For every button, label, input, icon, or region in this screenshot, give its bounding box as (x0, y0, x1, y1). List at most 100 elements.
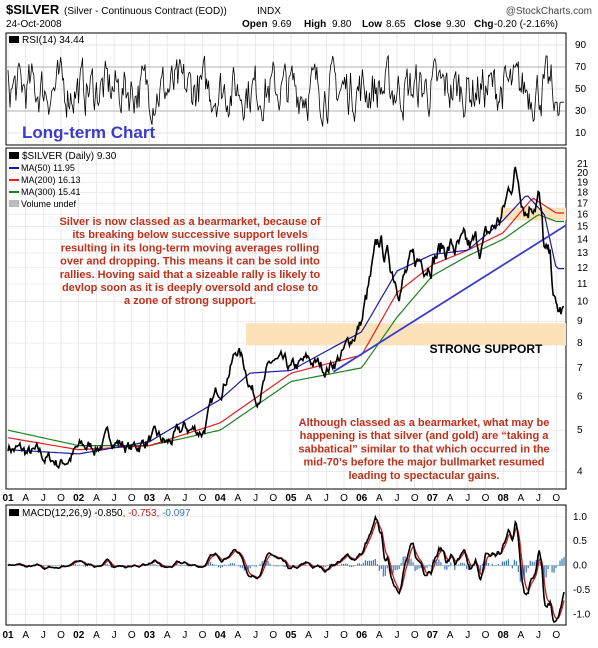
x-tick-label: 03 (144, 630, 156, 641)
watermark: @StockCharts.com (506, 6, 592, 17)
high-value: 9.80 (332, 19, 352, 30)
price-swatch (9, 152, 19, 159)
price-tick-label: 14 (577, 234, 589, 245)
macd-name: MACD(12,26,9) (22, 508, 94, 519)
chart-header: $SILVER (Silver - Continuous Contract (E… (6, 2, 592, 30)
legend-ma300: MA(300) 15.41 (21, 187, 81, 197)
x-tick-label: 06 (356, 493, 368, 504)
x-tick-label: J (41, 493, 46, 504)
x-tick-label: 03 (144, 493, 156, 504)
chart-date: 24-Oct-2008 (6, 19, 62, 30)
long-term-title: Long-term Chart (22, 123, 156, 142)
uptrend-line (332, 224, 567, 373)
rsi-label-text: RSI(14) 34.44 (22, 35, 85, 46)
price-legend: $SILVER (Daily) 9.30 MA(50) 11.95 MA(200… (9, 151, 117, 209)
macd-line (7, 514, 565, 624)
chg-value: -0.20 (-2.16%) (494, 19, 558, 30)
x-tick-label: J (112, 493, 117, 504)
x-tick-label: O (482, 493, 490, 504)
rsi-series (7, 54, 564, 127)
x-tick-label: J (465, 630, 470, 641)
x-tick-label: O (411, 493, 419, 504)
price-tick-label: 21 (577, 159, 589, 170)
bear-text-line: its breaking below successive support le… (72, 229, 307, 241)
x-tick-label: 05 (285, 493, 297, 504)
x-tick-label: O (199, 630, 207, 641)
bear-text-line: devlop soon as it is deeply oversold and… (62, 282, 318, 294)
x-tick-label: O (340, 630, 348, 641)
x-tick-label: J (395, 493, 400, 504)
open-value: 9.69 (272, 19, 292, 30)
price-tick-label: 13 (577, 248, 589, 259)
quote-line: Open 9.69 High 9.80 Low 8.65 Close 9.30 … (242, 19, 558, 30)
price-tick-label: 12 (577, 263, 589, 274)
x-tick-label: O (128, 630, 136, 641)
x-tick-label: J (536, 630, 541, 641)
rsi-line (7, 54, 564, 127)
x-tick-label: O (552, 493, 560, 504)
bear-text-line: resulting in its long-term moving averag… (61, 242, 320, 254)
x-tick-label: J (182, 630, 187, 641)
price-tick-label: 11 (577, 279, 588, 290)
sabbatical-text-line: mid-70’s before the major bullmarket res… (303, 457, 544, 469)
sabbatical-text-line: sabbatical” similar to that which occurr… (298, 443, 549, 455)
x-tick-label: A (518, 493, 525, 504)
macd-signal-value: , -0.753, (123, 508, 162, 519)
legend-ma200: MA(200) 16.13 (21, 175, 81, 185)
symbol: $SILVER (6, 2, 60, 17)
legend-volume: Volume undef (21, 199, 77, 209)
price-tick-label: 5 (577, 425, 583, 436)
x-tick-label: O (269, 493, 277, 504)
bear-text-line: over and dropping. This means it can be … (60, 256, 320, 268)
price-tick-label: 7 (577, 363, 583, 374)
x-tick-label: A (376, 493, 383, 504)
sabbatical-annotation: Although classed as a bearmarket, what m… (298, 417, 549, 482)
x-tick-label: 08 (498, 630, 510, 641)
close-label: Close (414, 19, 442, 30)
x-tick-label: O (340, 493, 348, 504)
x-tick-label: J (41, 630, 46, 641)
x-tick-label: 01 (2, 493, 14, 504)
bear-text-line: a zone of strong support. (124, 295, 256, 307)
price-tick-label: 19 (577, 178, 589, 189)
x-tick-label: 07 (427, 493, 439, 504)
x-tick-label: A (22, 630, 29, 641)
price-tick-label: 18 (577, 188, 589, 199)
strong-support-label: STRONG SUPPORT (430, 342, 543, 356)
high-label: High (304, 19, 326, 30)
x-tick-label: A (518, 630, 525, 641)
low-value: 8.65 (386, 19, 406, 30)
rsi-tick-label: 70 (575, 62, 587, 73)
x-tick-label: J (324, 493, 329, 504)
legend-ma50: MA(50) 11.95 (21, 163, 75, 173)
macd-tick-label: 0.0 (573, 561, 587, 572)
bear-text-line: rallies. Hoving said that a sizeable ral… (60, 269, 321, 281)
x-tick-label: A (235, 630, 242, 641)
chg-label: Chg (474, 19, 493, 30)
bear-text-line: Silver is now classed as a bearmarket, b… (59, 216, 320, 228)
ma-line-ma300 (7, 214, 564, 447)
x-tick-label: A (93, 630, 100, 641)
x-tick-label: J (112, 630, 117, 641)
price-series (7, 166, 567, 470)
x-tick-label: 04 (215, 493, 227, 504)
symbol-description: (Silver - Continuous Contract (EOD)) (64, 6, 227, 17)
price-tick-label: 4 (577, 467, 583, 478)
x-tick-label: A (164, 630, 171, 641)
x-tick-label: J (324, 630, 329, 641)
macd-swatch (9, 509, 19, 516)
rsi-label: RSI(14) 34.44 (9, 35, 85, 46)
price-panel (5, 147, 567, 490)
macd-tick-label: 1.0 (573, 512, 587, 523)
axis-ticks: 0101AAJJOO0202AAJJOO0303AAJJOO0404AAJJOO… (2, 40, 590, 641)
rsi-swatch (9, 36, 19, 43)
price-tick-label: 8 (577, 338, 583, 349)
x-tick-label: O (482, 630, 490, 641)
macd-series (7, 514, 565, 624)
x-tick-label: 04 (215, 630, 227, 641)
macd-tick-label: 0.5 (573, 536, 587, 547)
x-tick-label: J (536, 493, 541, 504)
x-tick-label: A (93, 493, 100, 504)
x-tick-label: 08 (498, 493, 510, 504)
x-tick-label: O (552, 630, 560, 641)
